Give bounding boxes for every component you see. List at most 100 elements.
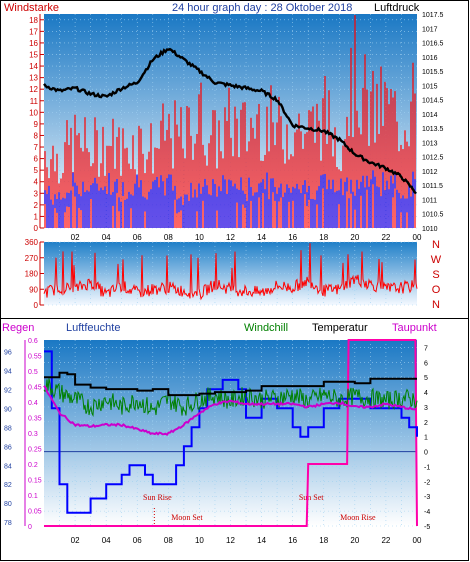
direction-letter: N [432,239,440,251]
x-tick-label: 06 [133,233,142,242]
wind-pressure-chart: Windstarke 24 hour graph day : 28 Oktobe… [4,2,444,242]
x-tick-label: 04 [102,536,111,545]
wind-tick-label: 10 [29,108,38,117]
wind-tick-label: 3 [34,189,39,198]
x-tick-label: 04 [102,233,111,242]
pressure-tick-label: 1016.5 [422,41,444,48]
temp-tick-label: 5 [424,375,428,382]
x-tick-label: 06 [133,536,142,545]
x-tick-label: 20 [350,536,359,545]
humidity-tick-label: 88 [4,425,12,432]
pressure-y-ticks: 1010 1010.5 1011 1011.5 1012 1012.5 1013 1013.5… [422,12,444,233]
x-tick-label: 08 [164,536,173,545]
pressure-tick-label: 1010 [422,226,438,233]
pressure-tick-label: 1014 [422,112,438,119]
windchill-label: Windchill [244,322,288,334]
x-tick-label: 16 [288,536,297,545]
dewpoint-line [43,385,417,437]
wind-tick-label: 8 [34,131,39,140]
wind-tick-label: 4 [34,178,39,187]
x-tick-label: 10 [195,536,204,545]
pressure-tick-label: 1013 [422,140,438,147]
regen-tick-label: 0.5 [28,369,38,376]
humidity-tick-label: 80 [4,501,12,508]
direction-tick-label: 360 [25,238,39,247]
regen-tick-label: 0.3 [28,431,38,438]
pressure-tick-label: 1011.5 [422,183,443,190]
temp-tick-label: 4 [424,390,428,397]
wind-tick-label: 9 [34,120,39,129]
temp-tick-label: -1 [424,464,430,471]
regen-tick-label: 0.2 [28,462,38,469]
astro-annotation: Moon Set [171,513,203,522]
temp-line-group [43,339,418,527]
regen-tick-label: 0.05 [28,509,42,516]
pressure-tick-label: 1013.5 [422,126,444,133]
regen-tick-label: 0.15 [28,478,42,485]
direction-y-ticks: 0 90 180 270 360 [25,238,44,310]
pressure-tick-label: 1017 [422,26,438,33]
pressure-axis-label: Luftdruck [374,2,420,14]
x-tick-label: 14 [257,233,266,242]
x-tick-label: 14 [257,536,266,545]
temp-tick-label: 2 [424,420,428,427]
direction-letter: S [432,269,439,281]
astro-annotation: Sun Set [299,493,324,502]
x-tick-label: 02 [71,233,80,242]
regen-tick-label: 0 [28,524,32,531]
humidity-tick-label: 90 [4,406,12,413]
astro-annotations: Sun Rise Moon Set Sun Set Moon Rise [143,493,376,526]
pressure-tick-label: 1010.5 [422,212,444,219]
direction-line [43,243,418,301]
wind-tick-label: 18 [29,16,38,25]
wind-x-ticks: 02 04 06 08 10 12 14 16 18 20 22 00 [71,233,422,242]
direction-tick-label: 270 [25,254,39,263]
regen-tick-label: 0.35 [28,416,42,423]
regen-label: Regen [2,322,34,334]
taupunkt-label: Taupunkt [392,322,437,334]
temperature-line [44,371,417,397]
direction-tick-label: 90 [29,285,38,294]
x-tick-label: 22 [381,536,390,545]
pressure-tick-label: 1016 [422,55,438,62]
humidity-y-ticks: 78 80 82 84 86 88 90 92 94 96 [4,349,12,527]
wind-tick-label: 14 [29,62,38,71]
wind-bars [44,15,416,228]
regen-tick-label: 0.25 [28,447,42,454]
regen-tick-label: 0.1 [28,493,38,500]
wind-tick-label: 13 [29,74,38,83]
wind-tick-label: 6 [34,155,39,164]
temp-tick-label: -4 [424,509,430,516]
pressure-tick-label: 1014.5 [422,98,444,105]
x-tick-label: 20 [350,233,359,242]
regen-tick-label: 0.45 [28,385,42,392]
temp-x-ticks: 02 04 06 08 10 12 14 16 18 20 22 00 [71,536,422,545]
wind-tick-label: 16 [29,39,38,48]
wind-tick-label: 17 [29,27,38,36]
wind-tick-label: 12 [29,85,38,94]
x-tick-label: 12 [226,233,235,242]
regen-tick-label: 0.4 [28,400,38,407]
wind-tick-label: 0 [34,224,39,233]
temp-tick-label: 1 [424,435,428,442]
temp-tick-label: -5 [424,524,430,531]
pressure-line [43,47,417,195]
pressure-line-group [43,47,417,195]
pressure-tick-label: 1011 [422,197,437,204]
temperatur-label: Temperatur [312,322,368,334]
temperature-humidity-chart: Regen Luftfeuchte Windchill Temperatur T… [2,322,437,545]
temp-tick-label: 7 [424,345,428,352]
humidity-tick-label: 94 [4,368,12,375]
direction-letter: O [432,284,441,296]
temp-tick-label: 0 [424,450,428,457]
humidity-tick-label: 82 [4,482,12,489]
regen-tick-label: 0.6 [28,338,38,345]
x-tick-label: 02 [71,536,80,545]
pressure-tick-label: 1015 [422,83,438,90]
astro-annotation: Moon Rise [340,513,376,522]
x-tick-label: 12 [226,536,235,545]
